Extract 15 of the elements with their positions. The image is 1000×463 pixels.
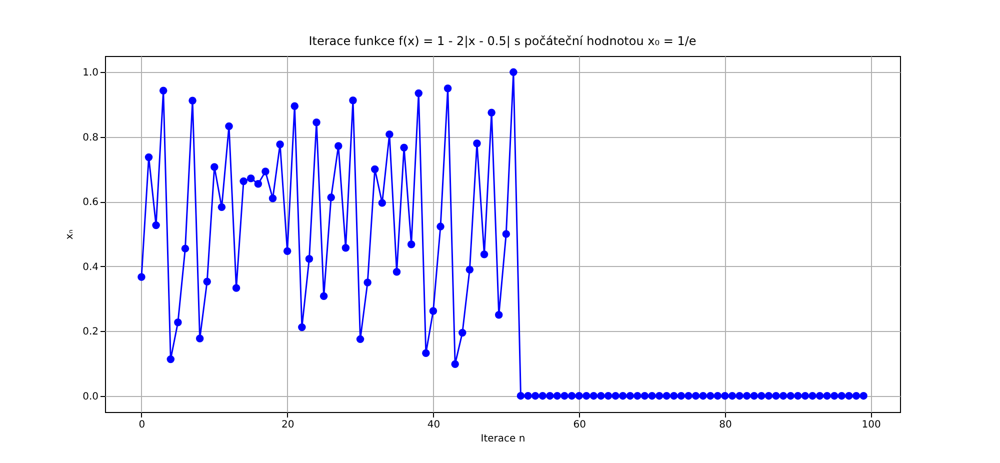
y-tick-label: 0.4 (82, 262, 98, 273)
chart-title: Iterace funkce f(x) = 1 - 2|x - 0.5| s počáteční hodnotou x₀ = 1/e (308, 34, 696, 48)
x-tick-label: 40 (427, 420, 440, 430)
x-tick-label: 60 (573, 420, 586, 430)
y-tick-label: 0.2 (82, 326, 98, 338)
y-tick-label: 0.8 (82, 132, 98, 144)
x-tick-label: 20 (281, 420, 294, 430)
x-axis-title: Iterace n (480, 434, 526, 444)
y-tick-label: 0.0 (82, 391, 98, 402)
y-axis-title: xₙ (64, 230, 76, 240)
x-tick-label: 100 (862, 420, 881, 430)
x-tick-label: 0 (138, 420, 146, 430)
y-tick-label: 0.6 (82, 197, 98, 208)
y-tick-label: 1.0 (82, 68, 98, 79)
x-tick-label: 80 (719, 420, 732, 430)
